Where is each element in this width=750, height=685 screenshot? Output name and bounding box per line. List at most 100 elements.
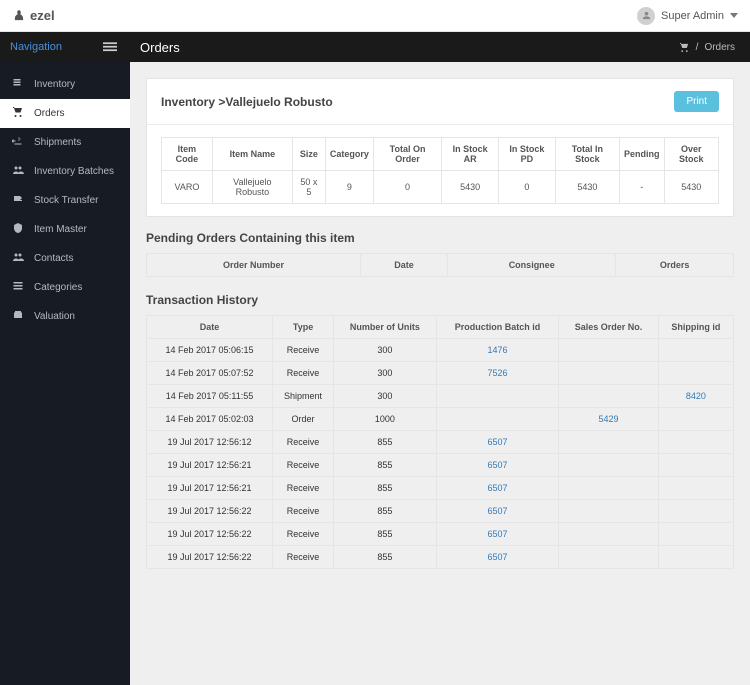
history-cell bbox=[658, 523, 733, 546]
inventory-col-header: In Stock AR bbox=[442, 138, 499, 171]
table-row: 19 Jul 2017 12:56:12Receive8556507 bbox=[147, 431, 734, 454]
history-cell[interactable]: 8420 bbox=[658, 385, 733, 408]
history-cell[interactable]: 6507 bbox=[436, 477, 559, 500]
history-cell[interactable]: 7526 bbox=[436, 362, 559, 385]
history-cell bbox=[658, 454, 733, 477]
titlebar: Navigation Orders / Orders bbox=[0, 32, 750, 62]
nav-icon bbox=[12, 309, 24, 324]
logo-text: ezel bbox=[30, 8, 55, 23]
pending-orders-table: Order NumberDateConsigneeOrders bbox=[146, 253, 734, 277]
sidebar-item-categories[interactable]: Categories bbox=[0, 273, 130, 302]
sidebar-item-item-master[interactable]: Item Master bbox=[0, 215, 130, 244]
history-col-header: Shipping id bbox=[658, 316, 733, 339]
history-cell bbox=[658, 431, 733, 454]
nav-label: Stock Transfer bbox=[34, 195, 98, 206]
history-cell: Receive bbox=[273, 500, 334, 523]
sidebar-item-stock-transfer[interactable]: Stock Transfer bbox=[0, 186, 130, 215]
history-cell[interactable]: 1476 bbox=[436, 339, 559, 362]
inventory-cell: 50 x 5 bbox=[292, 171, 325, 204]
table-row: 19 Jul 2017 12:56:22Receive8556507 bbox=[147, 523, 734, 546]
nav-label: Contacts bbox=[34, 253, 73, 264]
history-cell bbox=[436, 385, 559, 408]
inventory-cell: 0 bbox=[373, 171, 441, 204]
nav-icon bbox=[12, 280, 24, 295]
nav-label: Inventory Batches bbox=[34, 166, 114, 177]
history-cell: 19 Jul 2017 12:56:21 bbox=[147, 477, 273, 500]
history-cell[interactable]: 6507 bbox=[436, 546, 559, 569]
user-menu[interactable]: Super Admin bbox=[637, 7, 738, 25]
sidebar-toggle-button[interactable] bbox=[90, 32, 130, 62]
history-col-header: Number of Units bbox=[334, 316, 437, 339]
inventory-cell: 9 bbox=[325, 171, 373, 204]
history-cell[interactable]: 6507 bbox=[436, 500, 559, 523]
history-cell bbox=[559, 546, 658, 569]
nav-label: Orders bbox=[34, 108, 65, 119]
history-col-header: Production Batch id bbox=[436, 316, 559, 339]
nav-icon bbox=[12, 222, 24, 237]
inventory-cell: - bbox=[620, 171, 665, 204]
history-cell: Receive bbox=[273, 546, 334, 569]
nav-icon bbox=[12, 77, 24, 92]
sidebar-item-inventory[interactable]: Inventory bbox=[0, 70, 130, 99]
sidebar-item-contacts[interactable]: Contacts bbox=[0, 244, 130, 273]
topbar: ezel Super Admin bbox=[0, 0, 750, 32]
table-row: 19 Jul 2017 12:56:22Receive8556507 bbox=[147, 500, 734, 523]
logo-icon bbox=[12, 9, 26, 23]
history-cell: 14 Feb 2017 05:06:15 bbox=[147, 339, 273, 362]
inventory-cell: 5430 bbox=[555, 171, 619, 204]
cart-icon bbox=[679, 42, 690, 53]
history-cell: Receive bbox=[273, 454, 334, 477]
table-row: 14 Feb 2017 05:06:15Receive3001476 bbox=[147, 339, 734, 362]
sidebar-item-inventory-batches[interactable]: Inventory Batches bbox=[0, 157, 130, 186]
print-button[interactable]: Print bbox=[674, 91, 719, 112]
history-cell: 14 Feb 2017 05:07:52 bbox=[147, 362, 273, 385]
history-cell[interactable]: 5429 bbox=[559, 408, 658, 431]
nav-label: Categories bbox=[34, 282, 82, 293]
history-cell bbox=[436, 408, 559, 431]
table-row: 14 Feb 2017 05:07:52Receive3007526 bbox=[147, 362, 734, 385]
history-cell[interactable]: 6507 bbox=[436, 454, 559, 477]
transaction-history-table: DateTypeNumber of UnitsProduction Batch … bbox=[146, 315, 734, 569]
history-cell: 19 Jul 2017 12:56:22 bbox=[147, 500, 273, 523]
inventory-cell: 0 bbox=[499, 171, 556, 204]
pending-orders-title: Pending Orders Containing this item bbox=[146, 231, 734, 245]
history-cell: Receive bbox=[273, 477, 334, 500]
inventory-panel: Inventory >Vallejuelo Robusto Print Item… bbox=[146, 78, 734, 217]
inventory-col-header: Item Name bbox=[212, 138, 292, 171]
sidebar-item-orders[interactable]: Orders bbox=[0, 99, 130, 128]
pending-col-header: Order Number bbox=[147, 254, 361, 277]
pending-col-header: Orders bbox=[616, 254, 734, 277]
history-cell[interactable]: 6507 bbox=[436, 523, 559, 546]
table-row: 14 Feb 2017 05:11:55Shipment300 8420 bbox=[147, 385, 734, 408]
history-cell bbox=[658, 408, 733, 431]
logo[interactable]: ezel bbox=[12, 8, 55, 23]
sidebar-item-valuation[interactable]: Valuation bbox=[0, 302, 130, 331]
sidebar-item-shipments[interactable]: Shipments bbox=[0, 128, 130, 157]
history-cell: Receive bbox=[273, 431, 334, 454]
history-cell bbox=[559, 362, 658, 385]
inventory-col-header: Over Stock bbox=[664, 138, 718, 171]
history-cell bbox=[559, 500, 658, 523]
history-cell: 300 bbox=[334, 362, 437, 385]
nav-icon bbox=[12, 106, 24, 121]
history-cell: 300 bbox=[334, 339, 437, 362]
history-cell: 300 bbox=[334, 385, 437, 408]
history-cell: 855 bbox=[334, 500, 437, 523]
main-content: Inventory >Vallejuelo Robusto Print Item… bbox=[130, 62, 750, 685]
nav-icon bbox=[12, 251, 24, 266]
nav-icon bbox=[12, 193, 24, 208]
history-col-header: Type bbox=[273, 316, 334, 339]
inventory-cell: VARO bbox=[162, 171, 213, 204]
history-cell[interactable]: 6507 bbox=[436, 431, 559, 454]
inventory-col-header: Category bbox=[325, 138, 373, 171]
inventory-col-header: Pending bbox=[620, 138, 665, 171]
breadcrumb: / Orders bbox=[679, 42, 750, 53]
history-cell: Shipment bbox=[273, 385, 334, 408]
history-col-header: Sales Order No. bbox=[559, 316, 658, 339]
history-cell: 14 Feb 2017 05:11:55 bbox=[147, 385, 273, 408]
history-cell: 855 bbox=[334, 477, 437, 500]
history-cell: 19 Jul 2017 12:56:22 bbox=[147, 546, 273, 569]
breadcrumb-sep: / bbox=[696, 42, 699, 53]
history-cell bbox=[658, 500, 733, 523]
history-cell: Receive bbox=[273, 339, 334, 362]
